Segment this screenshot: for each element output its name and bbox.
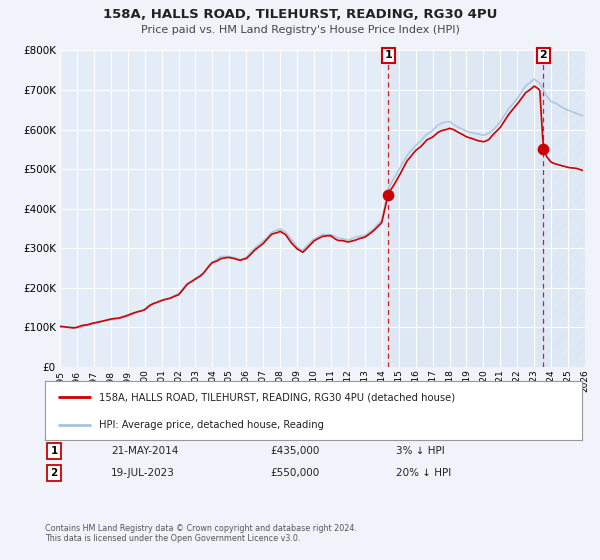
Text: 158A, HALLS ROAD, TILEHURST, READING, RG30 4PU (detached house): 158A, HALLS ROAD, TILEHURST, READING, RG… — [98, 392, 455, 402]
Point — [383, 190, 393, 199]
Text: 20% ↓ HPI: 20% ↓ HPI — [396, 468, 451, 478]
Text: 2: 2 — [539, 50, 547, 60]
Bar — [388, 50, 544, 367]
Text: Price paid vs. HM Land Registry's House Price Index (HPI): Price paid vs. HM Land Registry's House … — [140, 25, 460, 35]
Text: 21-MAY-2014: 21-MAY-2014 — [111, 446, 178, 456]
Text: Contains HM Land Registry data © Crown copyright and database right 2024.
This d: Contains HM Land Registry data © Crown c… — [45, 524, 357, 543]
Text: 2: 2 — [50, 468, 58, 478]
Bar — [544, 50, 585, 367]
Text: £435,000: £435,000 — [270, 446, 319, 456]
Text: 1: 1 — [385, 50, 392, 60]
Text: HPI: Average price, detached house, Reading: HPI: Average price, detached house, Read… — [98, 420, 324, 430]
Point — [539, 145, 548, 154]
Text: 158A, HALLS ROAD, TILEHURST, READING, RG30 4PU: 158A, HALLS ROAD, TILEHURST, READING, RG… — [103, 8, 497, 21]
Text: 1: 1 — [50, 446, 58, 456]
Text: £550,000: £550,000 — [270, 468, 319, 478]
Text: 3% ↓ HPI: 3% ↓ HPI — [396, 446, 445, 456]
Text: 19-JUL-2023: 19-JUL-2023 — [111, 468, 175, 478]
